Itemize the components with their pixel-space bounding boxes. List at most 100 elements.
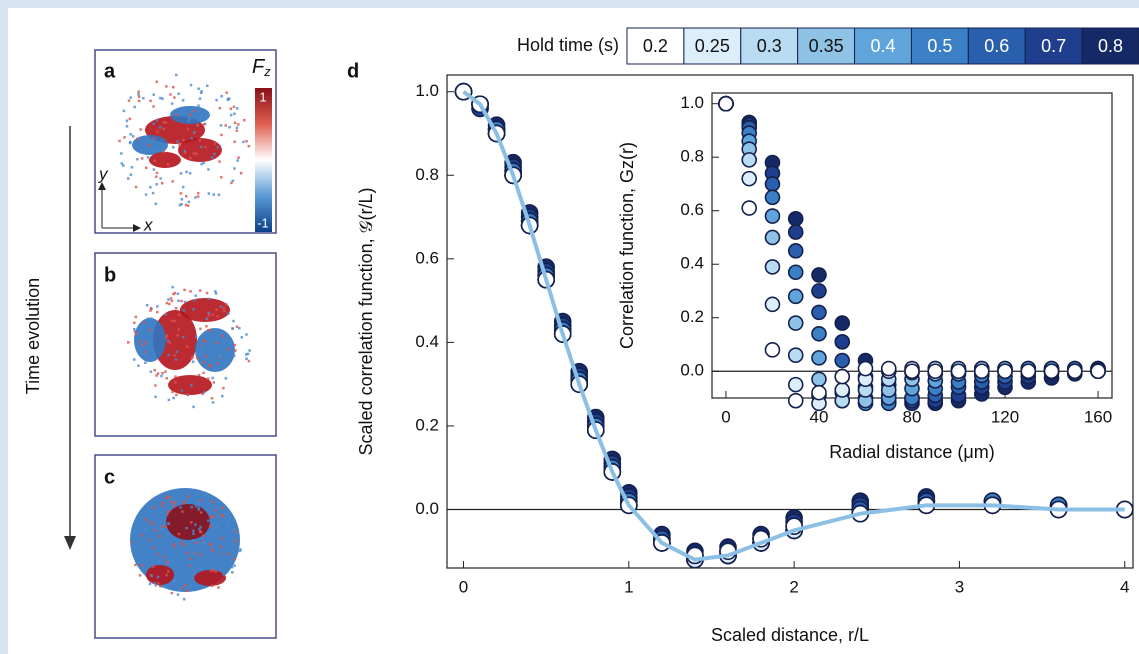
image-speckle (161, 501, 165, 504)
image-speckle (171, 85, 175, 89)
data-point (787, 347, 804, 363)
image-speckle (207, 311, 210, 315)
image-speckle (160, 525, 164, 528)
image-blob (180, 298, 230, 322)
data-point (787, 243, 804, 259)
image-blob (146, 565, 174, 585)
image-speckle (152, 546, 155, 549)
image-speckle (137, 95, 141, 98)
image-speckle (170, 591, 174, 595)
image-speckle (137, 90, 140, 93)
image-blob (195, 328, 235, 372)
image-speckle (142, 526, 146, 529)
image-speckle (156, 372, 160, 375)
image-speckle (197, 506, 200, 510)
image-speckle (165, 560, 169, 563)
image-speckle (216, 515, 220, 519)
image-speckle (237, 123, 240, 126)
image-speckle (216, 146, 220, 149)
image-speckle (208, 328, 212, 332)
data-point (764, 189, 781, 206)
image-speckle (204, 547, 208, 550)
image-speckle (211, 523, 215, 526)
data-point (787, 224, 804, 240)
image-speckle (190, 137, 193, 140)
data-point (787, 264, 804, 281)
panel-label: b (104, 264, 116, 286)
image-speckle (200, 352, 204, 356)
legend-label: 0.4 (870, 36, 895, 56)
image-speckle (120, 162, 124, 165)
image-speckle (189, 113, 192, 116)
x-axis-label: Scaled distance, r/L (711, 625, 869, 645)
image-speckle (164, 525, 168, 528)
image-speckle (174, 306, 178, 310)
data-point (880, 360, 897, 377)
image-speckle (140, 534, 143, 537)
data-point (764, 342, 781, 358)
image-speckle (202, 339, 205, 342)
image-speckle (177, 532, 181, 536)
image-speckle (149, 328, 152, 332)
image-blob (168, 375, 212, 395)
image-speckle (165, 573, 168, 577)
image-speckle (194, 551, 197, 555)
image-speckle (199, 499, 203, 502)
data-point (834, 382, 851, 398)
image-speckle (199, 567, 202, 570)
data-point (1066, 363, 1083, 380)
image-speckle (177, 299, 180, 303)
image-speckle (211, 568, 215, 572)
image-speckle (186, 345, 189, 348)
image-speckle (133, 328, 136, 331)
image-speckle (248, 349, 251, 352)
image-speckle (149, 306, 153, 310)
image-speckle (194, 196, 197, 199)
image-speckle (200, 337, 204, 341)
image-speckle (180, 198, 184, 201)
image-speckle (186, 204, 190, 207)
image-speckle (207, 313, 211, 317)
image-speckle (162, 127, 165, 131)
image-speckle (202, 123, 206, 126)
image-blob (149, 152, 181, 168)
image-speckle (194, 294, 197, 297)
image-speckle (165, 532, 169, 535)
legend-label: 0.8 (1098, 36, 1123, 56)
image-speckle (174, 375, 177, 378)
image-speckle (209, 538, 212, 542)
axis-arrow-label: x (143, 215, 153, 234)
image-speckle (162, 120, 166, 124)
image-speckle (164, 313, 168, 316)
arrow-heads (98, 182, 141, 232)
image-speckle (203, 542, 206, 546)
image-speckle (138, 574, 142, 577)
image-speckle (246, 352, 250, 356)
image-speckle (137, 99, 141, 103)
image-speckle (204, 340, 207, 343)
image-speckle (174, 113, 178, 117)
x-tick-label: 40 (810, 407, 829, 426)
panel-label: a (104, 60, 116, 82)
image-blob (178, 138, 222, 162)
data-point (973, 363, 990, 380)
image-speckle (211, 549, 214, 552)
image-speckle (232, 319, 235, 323)
legend-label: 0.7 (1041, 36, 1066, 56)
image-speckle (219, 545, 223, 548)
image-speckle (200, 346, 203, 349)
data-point (811, 283, 827, 299)
image-speckle (216, 315, 219, 318)
image-speckle (174, 358, 178, 361)
image-speckle (216, 362, 219, 365)
image-speckle (197, 87, 200, 90)
image-speckle (188, 171, 192, 175)
image-speckle (176, 593, 180, 596)
image-speckle (151, 522, 155, 525)
image-speckle (235, 107, 239, 110)
image-speckle (153, 581, 157, 585)
image-speckle (142, 321, 146, 324)
image-speckle (170, 102, 174, 105)
image-blob (194, 570, 226, 586)
